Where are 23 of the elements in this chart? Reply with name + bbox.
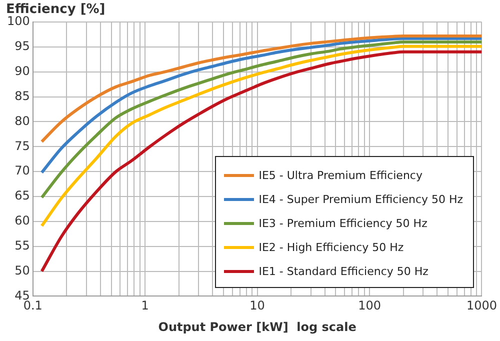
y-axis-title: Efficiency [%] — [6, 2, 106, 17]
legend-label: IE5 - Ultra Premium Efficiency — [258, 168, 422, 182]
legend-label: IE1 - Standard Efficiency 50 Hz — [258, 264, 428, 278]
y-tick-label: 65 — [14, 188, 30, 203]
y-tick-label: 80 — [14, 114, 30, 128]
legend-label: IE3 - Premium Efficiency 50 Hz — [258, 216, 428, 230]
x-tick-label: 1 — [141, 298, 149, 313]
legend-label: IE2 - High Efficiency 50 Hz — [258, 240, 404, 254]
y-tick-label: 85 — [14, 88, 30, 103]
y-tick-label: 70 — [14, 164, 30, 178]
legend-label: IE4 - Super Premium Efficiency 50 Hz — [258, 192, 464, 206]
x-tick-label: 10 — [250, 298, 265, 313]
x-tick-label: 100 — [358, 298, 381, 313]
x-tick-label: 0.1 — [23, 298, 42, 313]
x-axis-title: Output Power [kW] log scale — [158, 320, 356, 334]
y-tick-label: 50 — [14, 263, 30, 278]
y-tick-label: 90 — [14, 64, 30, 78]
y-tick-label: 95 — [14, 39, 30, 54]
y-tick-label: 60 — [14, 214, 30, 228]
x-tick-label: 1000 — [466, 298, 498, 313]
y-tick-label: 75 — [14, 138, 30, 153]
y-tick-label: 100 — [7, 14, 30, 28]
y-tick-label: 55 — [14, 238, 30, 252]
